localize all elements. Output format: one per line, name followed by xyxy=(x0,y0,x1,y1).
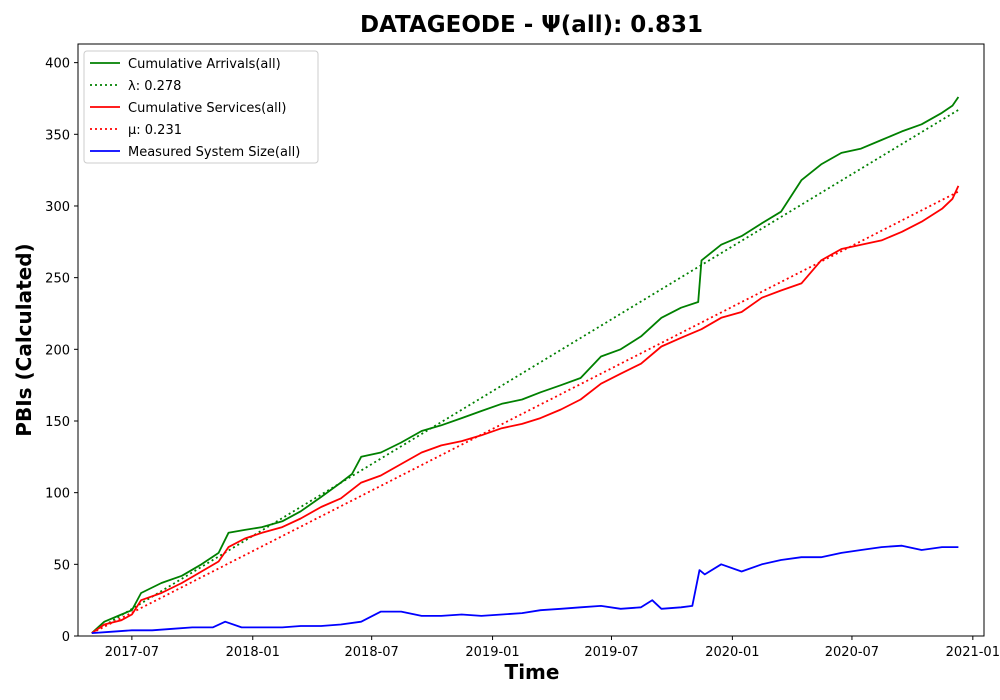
y-tick-label: 400 xyxy=(45,57,70,72)
legend-label-3: μ: 0.231 xyxy=(128,123,182,138)
y-tick-label: 100 xyxy=(45,487,70,502)
legend-box xyxy=(83,50,319,164)
y-tick-label: 250 xyxy=(45,272,70,287)
series-line-4 xyxy=(91,544,959,634)
y-tick-label: 300 xyxy=(45,200,70,215)
x-tick-label: 2017-07 xyxy=(105,645,159,660)
y-tick-label: 200 xyxy=(45,343,70,358)
legend-label-2: Cumulative Services(all) xyxy=(128,101,286,116)
x-tick-label: 2020-07 xyxy=(825,645,879,660)
x-tick-label: 2020-01 xyxy=(705,645,759,660)
x-tick-label: 2018-07 xyxy=(345,645,399,660)
x-tick-label: 2019-07 xyxy=(584,645,638,660)
series-line-2 xyxy=(91,185,960,634)
series-line-3 xyxy=(91,190,959,634)
series-line-1 xyxy=(91,109,959,634)
x-tick-label: 2018-01 xyxy=(226,645,280,660)
legend-label-0: Cumulative Arrivals(all) xyxy=(128,57,281,72)
y-tick-label: 50 xyxy=(53,558,70,573)
x-tick-label: 2019-01 xyxy=(465,645,519,660)
series-line-0 xyxy=(91,96,960,634)
x-axis-label: Time xyxy=(504,660,560,684)
legend-label-4: Measured System Size(all) xyxy=(128,145,300,160)
chart-title: DATAGEODE - Ψ(all): 0.831 xyxy=(359,12,704,38)
x-tick-label: 2021-01 xyxy=(946,645,1000,660)
y-tick-label: 150 xyxy=(45,415,70,430)
plot-frame xyxy=(77,43,985,637)
y-tick-label: 0 xyxy=(62,630,70,645)
y-tick-label: 350 xyxy=(45,128,70,143)
legend-label-1: λ: 0.278 xyxy=(128,79,181,94)
